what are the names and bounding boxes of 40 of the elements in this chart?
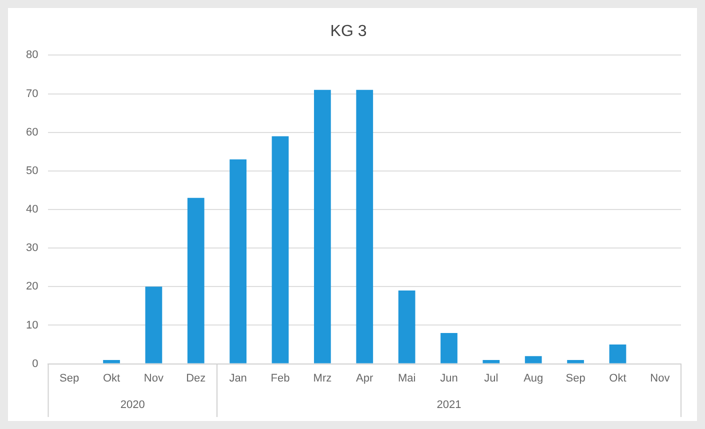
bar bbox=[103, 360, 120, 364]
y-tick-label: 20 bbox=[26, 280, 38, 293]
x-tick-label: Nov bbox=[650, 372, 670, 384]
bar bbox=[524, 356, 542, 364]
y-tick-label: 10 bbox=[26, 319, 38, 332]
x-tick-label: Aug bbox=[524, 372, 544, 384]
bar bbox=[567, 360, 584, 364]
bar bbox=[398, 290, 416, 364]
y-tick-label: 80 bbox=[26, 49, 38, 62]
x-tick-label: Jul bbox=[484, 372, 498, 384]
x-tick-label: Okt bbox=[609, 372, 626, 384]
y-tick-label: 0 bbox=[32, 358, 38, 370]
bar bbox=[356, 90, 374, 364]
bar bbox=[482, 360, 500, 364]
bar bbox=[440, 332, 458, 364]
x-tick-label: Okt bbox=[102, 372, 120, 384]
x-tick-label: Mrz bbox=[313, 372, 332, 384]
y-tick-label: 70 bbox=[26, 88, 38, 100]
bar bbox=[314, 90, 331, 364]
bar bbox=[230, 159, 246, 364]
bar bbox=[609, 344, 626, 364]
text: 2021 bbox=[436, 399, 462, 412]
bar bbox=[187, 198, 204, 364]
x-tick-label: Nov bbox=[144, 372, 164, 384]
x-tick-label: Jun bbox=[440, 372, 458, 384]
x-tick-label: Feb bbox=[270, 372, 290, 384]
text: 2020 bbox=[120, 399, 145, 412]
x-tick-label: Dez bbox=[186, 372, 206, 384]
y-tick-label: 30 bbox=[26, 242, 38, 254]
x-tick-label: Mai bbox=[398, 372, 416, 384]
y-tick-label: 40 bbox=[26, 204, 38, 216]
chart-title: KG 3 bbox=[330, 23, 367, 40]
bar bbox=[272, 136, 289, 364]
y-tick-label: 60 bbox=[26, 126, 38, 138]
x-tick-label: Apr bbox=[356, 372, 374, 384]
y-tick-label: 50 bbox=[26, 164, 38, 177]
bar bbox=[145, 286, 162, 364]
x-tick-label: Sep bbox=[60, 372, 80, 384]
x-tick-label: Jan bbox=[229, 372, 247, 384]
x-tick-label: Sep bbox=[566, 372, 586, 384]
